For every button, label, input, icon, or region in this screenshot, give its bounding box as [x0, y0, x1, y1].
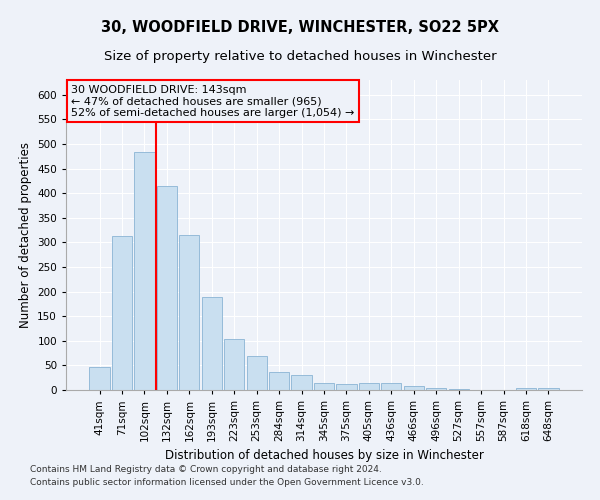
Bar	[292, 375, 311, 390]
Bar	[337, 384, 356, 390]
Bar	[157, 186, 177, 390]
Bar	[381, 383, 401, 390]
Bar	[202, 296, 222, 390]
Bar	[449, 389, 469, 390]
Text: Contains HM Land Registry data © Crown copyright and database right 2024.: Contains HM Land Registry data © Crown c…	[30, 466, 382, 474]
Text: 30 WOODFIELD DRIVE: 143sqm
← 47% of detached houses are smaller (965)
52% of sem: 30 WOODFIELD DRIVE: 143sqm ← 47% of deta…	[71, 84, 355, 118]
Bar	[112, 236, 132, 390]
Text: Size of property relative to detached houses in Winchester: Size of property relative to detached ho…	[104, 50, 496, 63]
Bar	[247, 356, 267, 390]
Bar	[538, 388, 559, 390]
Bar	[269, 372, 289, 390]
Bar	[89, 368, 110, 390]
Text: 30, WOODFIELD DRIVE, WINCHESTER, SO22 5PX: 30, WOODFIELD DRIVE, WINCHESTER, SO22 5P…	[101, 20, 499, 35]
Bar	[224, 340, 244, 390]
Bar	[516, 388, 536, 390]
Bar	[314, 382, 334, 390]
Y-axis label: Number of detached properties: Number of detached properties	[19, 142, 32, 328]
Bar	[359, 383, 379, 390]
X-axis label: Distribution of detached houses by size in Winchester: Distribution of detached houses by size …	[164, 450, 484, 462]
Bar	[134, 152, 155, 390]
Text: Contains public sector information licensed under the Open Government Licence v3: Contains public sector information licen…	[30, 478, 424, 487]
Bar	[426, 388, 446, 390]
Bar	[404, 386, 424, 390]
Bar	[179, 235, 199, 390]
